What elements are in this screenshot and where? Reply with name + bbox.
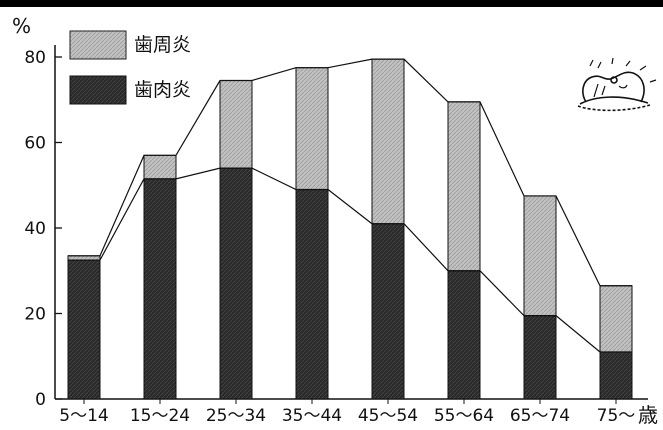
- x-tick-label: 55〜64: [434, 406, 494, 426]
- bar-periodontitis: [219, 80, 253, 169]
- x-tick-label: 25〜34: [206, 406, 266, 426]
- tooth-cartoon-illustration: [577, 57, 657, 112]
- bar-periodontitis: [523, 195, 557, 317]
- y-tick-label: 80: [24, 48, 46, 68]
- bar-periodontitis: [599, 285, 633, 353]
- bar-gingivitis: [67, 259, 101, 400]
- bar-periodontitis: [295, 67, 329, 191]
- legend-swatch-periodontitis: [69, 30, 127, 60]
- bar-gingivitis: [219, 167, 253, 400]
- bar-gingivitis: [523, 315, 557, 400]
- bar-periodontitis: [447, 101, 481, 272]
- x-unit-label: 歳: [638, 403, 658, 427]
- bar-periodontitis: [371, 58, 405, 225]
- legend-label-gingivitis: 歯肉炎: [134, 79, 191, 101]
- legend: 歯周炎 歯肉炎: [69, 30, 191, 105]
- bar-periodontitis: [67, 255, 101, 261]
- bar-gingivitis: [599, 351, 633, 400]
- x-tick-label: 35〜44: [282, 406, 342, 426]
- gingivitis-connector-line: [68, 167, 632, 353]
- y-tick-label: 0: [35, 390, 46, 410]
- x-tick-label: 45〜54: [358, 406, 418, 426]
- x-tick-label: 15〜24: [130, 406, 190, 426]
- bar-periodontitis: [143, 154, 177, 180]
- x-tick-label: 75〜: [597, 406, 636, 426]
- bar-gingivitis: [143, 178, 177, 400]
- x-tick-label: 5〜14: [59, 406, 108, 426]
- bar-gingivitis: [295, 189, 329, 400]
- legend-swatch-gingivitis: [69, 75, 127, 105]
- x-tick-label: 65〜74: [510, 406, 570, 426]
- total-connector-line: [68, 58, 632, 287]
- legend-label-periodontitis: 歯周炎: [134, 34, 191, 56]
- y-tick-label: 60: [24, 134, 46, 154]
- y-unit-label: %: [12, 14, 31, 38]
- y-tick-label: 40: [24, 219, 46, 239]
- y-tick-label: 20: [24, 305, 46, 325]
- bar-gingivitis: [447, 270, 481, 400]
- bar-gingivitis: [371, 223, 405, 400]
- top-border-band: [0, 0, 663, 7]
